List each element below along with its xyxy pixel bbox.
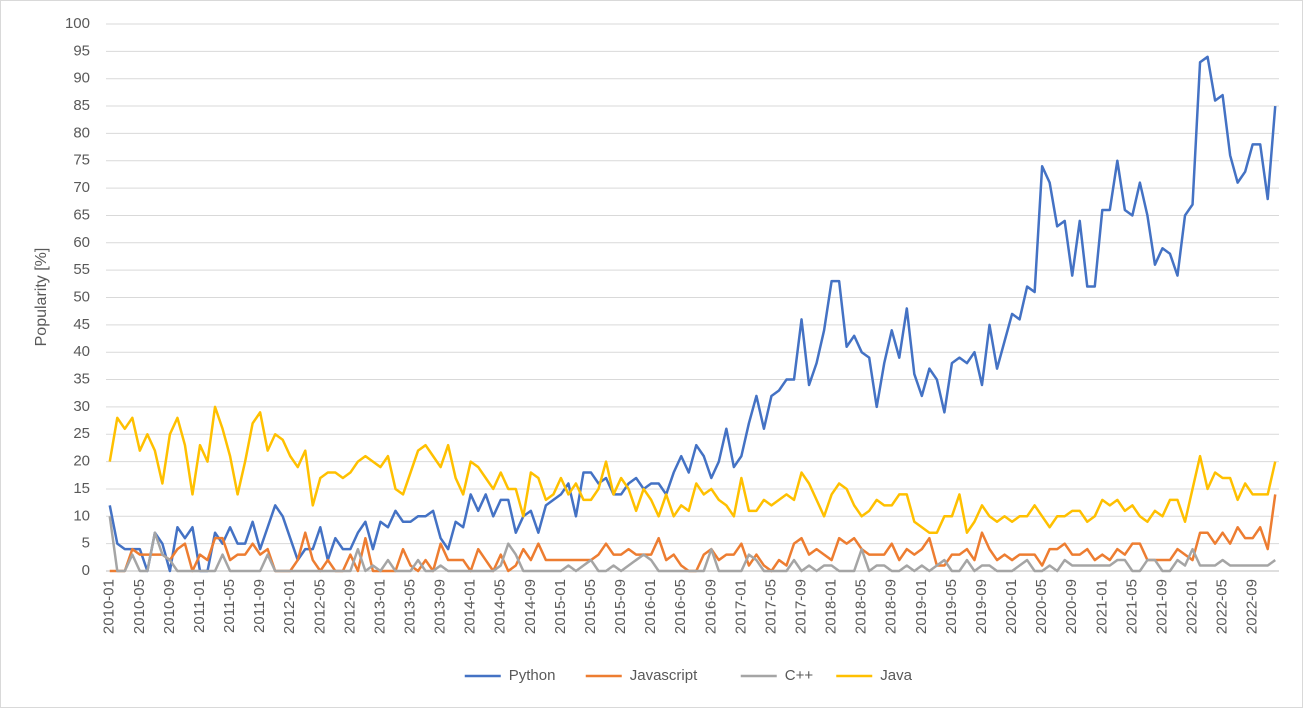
- x-tick-label: 2016-05: [672, 579, 689, 634]
- y-tick-label: 60: [73, 234, 90, 251]
- y-tick-label: 0: [82, 562, 90, 579]
- x-tick-label: 2022-05: [1214, 579, 1231, 634]
- y-tick-label: 100: [65, 15, 90, 32]
- x-tick-label: 2020-05: [1033, 579, 1050, 634]
- legend-label: Python: [509, 667, 556, 684]
- legend-label: Javascript: [630, 667, 698, 684]
- y-tick-label: 35: [73, 371, 90, 388]
- x-tick-label: 2017-01: [732, 579, 749, 634]
- y-tick-label: 55: [73, 261, 90, 278]
- series-line: [108, 516, 1276, 573]
- y-tick-label: 5: [82, 535, 90, 552]
- x-tick-label: 2021-09: [1153, 579, 1170, 634]
- x-tick-label: 2022-01: [1183, 579, 1200, 634]
- x-tick-label: 2016-01: [642, 579, 659, 634]
- x-tick-label: 2016-09: [702, 579, 719, 634]
- x-tick-label: 2019-05: [943, 579, 960, 634]
- y-axis-label: Popularity [%]: [33, 248, 50, 347]
- x-tick-label: 2011-09: [251, 579, 268, 633]
- y-tick-label: 10: [73, 507, 90, 524]
- x-tick-label: 2011-05: [221, 579, 238, 633]
- y-tick-label: 30: [73, 398, 90, 415]
- x-tick-label: 2014-09: [522, 579, 539, 634]
- y-tick-label: 45: [73, 316, 90, 333]
- y-tick-label: 75: [73, 152, 90, 169]
- y-tick-label: 50: [73, 288, 90, 305]
- y-tick-label: 65: [73, 206, 90, 223]
- y-tick-label: 85: [73, 97, 90, 114]
- x-tick-label: 2021-05: [1123, 579, 1140, 634]
- x-tick-label: 2021-01: [1093, 579, 1110, 634]
- y-tick-label: 25: [73, 425, 90, 442]
- y-tick-label: 20: [73, 453, 90, 470]
- x-tick-label: 2018-05: [853, 579, 870, 634]
- x-tick-label: 2017-05: [762, 579, 779, 634]
- series-line: [108, 405, 1277, 534]
- x-tick-label: 2019-09: [973, 579, 990, 634]
- x-tick-label: 2017-09: [792, 579, 809, 634]
- x-tick-label: 2013-09: [432, 579, 449, 634]
- legend-label: Java: [880, 667, 912, 684]
- x-tick-label: 2013-05: [401, 579, 418, 634]
- x-tick-label: 2011-01: [191, 579, 208, 633]
- y-tick-label: 40: [73, 343, 90, 360]
- y-tick-label: 70: [73, 179, 90, 196]
- x-tick-label: 2018-01: [823, 579, 840, 634]
- x-tick-label: 2012-01: [281, 579, 298, 634]
- x-tick-label: 2010-01: [101, 579, 118, 634]
- x-tick-label: 2015-09: [612, 579, 629, 634]
- x-tick-label: 2014-01: [462, 579, 479, 634]
- x-tick-label: 2010-05: [131, 579, 148, 634]
- y-tick-label: 90: [73, 70, 90, 87]
- x-tick-label: 2020-01: [1003, 579, 1020, 634]
- x-tick-label: 2015-05: [582, 579, 599, 634]
- y-tick-label: 80: [73, 124, 90, 141]
- y-tick-label: 15: [73, 480, 90, 497]
- x-tick-label: 2015-01: [552, 579, 569, 634]
- x-tick-label: 2013-01: [371, 579, 388, 634]
- x-tick-label: 2012-05: [311, 579, 328, 634]
- x-tick-label: 2014-05: [492, 579, 509, 634]
- legend-label: C++: [785, 667, 814, 684]
- x-tick-label: 2010-09: [161, 579, 178, 634]
- x-tick-label: 2019-01: [913, 579, 930, 634]
- x-tick-label: 2022-09: [1244, 579, 1261, 634]
- x-tick-label: 2012-09: [341, 579, 358, 634]
- series-line: [108, 55, 1277, 573]
- x-tick-label: 2020-09: [1063, 579, 1080, 634]
- y-tick-label: 95: [73, 42, 90, 59]
- x-tick-label: 2018-09: [883, 579, 900, 634]
